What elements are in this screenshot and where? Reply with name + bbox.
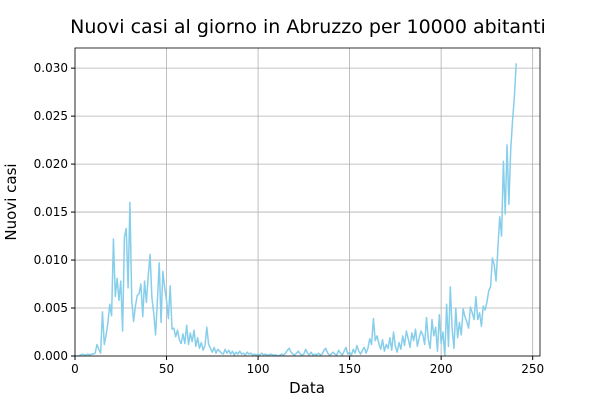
y-tick-label: 0.020: [34, 157, 68, 171]
y-tick-label: 0.030: [34, 61, 68, 75]
x-tick-label: 0: [71, 362, 79, 376]
y-axis-label: Nuovi casi: [2, 163, 20, 240]
data-line: [75, 63, 517, 356]
x-axis-label: Data: [289, 379, 325, 397]
y-tick-label: 0.005: [34, 301, 68, 315]
x-tick-label: 100: [247, 362, 270, 376]
y-tick-label: 0.025: [34, 109, 68, 123]
x-tick-label: 200: [430, 362, 453, 376]
x-tick-label: 250: [521, 362, 544, 376]
x-tick-label: 50: [159, 362, 174, 376]
y-tick-label: 0.010: [34, 253, 68, 267]
plot-frame: [74, 47, 541, 357]
y-tick-label: 0.015: [34, 205, 68, 219]
x-tick-label: 150: [338, 362, 361, 376]
y-tick-label: 0.000: [34, 349, 68, 363]
chart-title: Nuovi casi al giorno in Abruzzo per 1000…: [70, 16, 546, 38]
